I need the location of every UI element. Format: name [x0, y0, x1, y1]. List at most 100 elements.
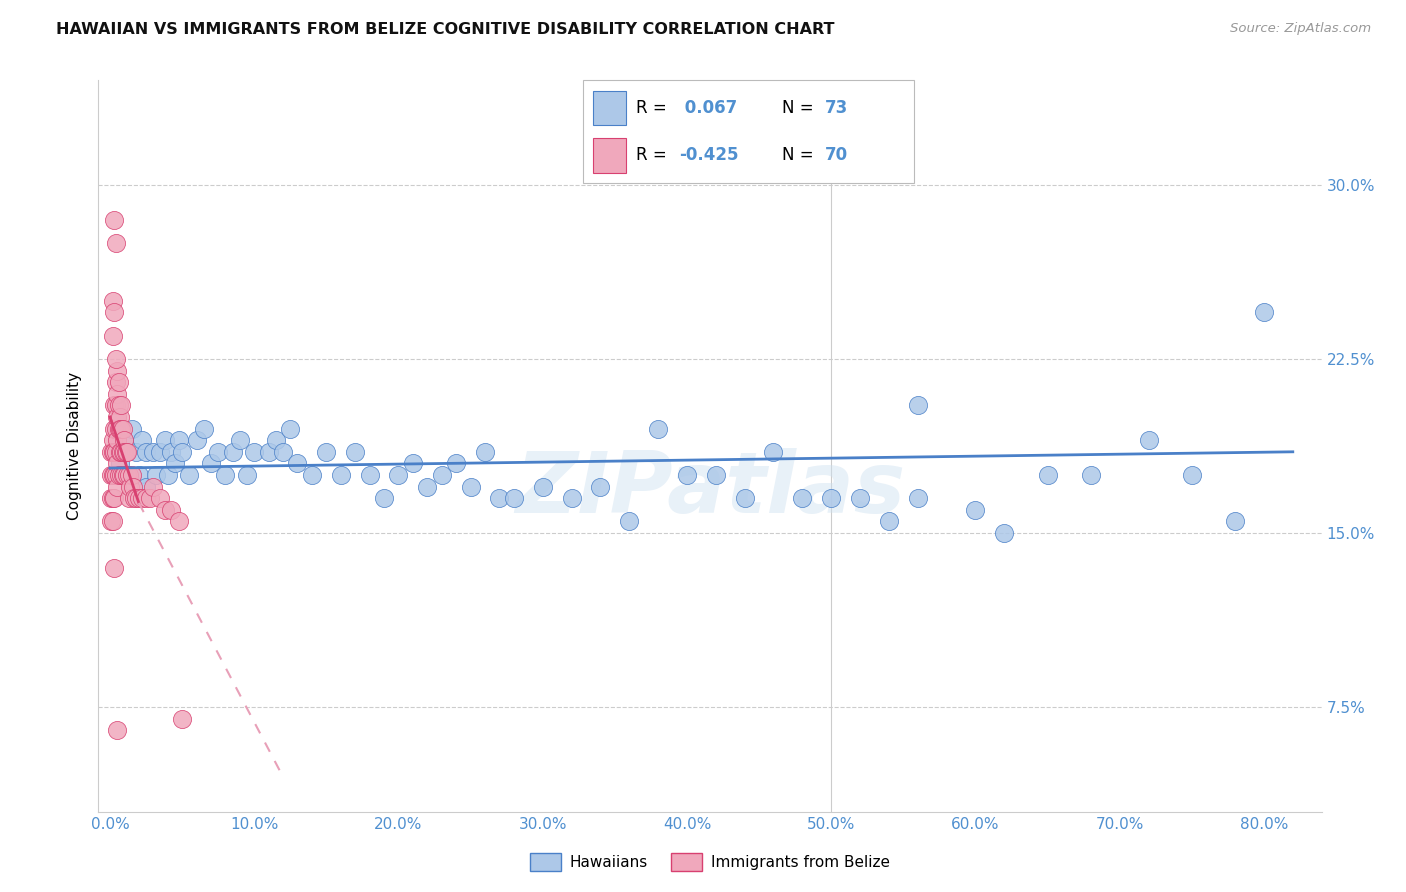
- Text: R =: R =: [637, 99, 672, 117]
- Point: [163, 457, 186, 471]
- Point: [111, 421, 134, 435]
- Point: [172, 445, 194, 459]
- Point: [387, 468, 409, 483]
- Point: [820, 491, 842, 506]
- Point: [117, 468, 139, 483]
- Point: [676, 468, 699, 483]
- Point: [101, 328, 124, 343]
- Point: [1137, 433, 1160, 447]
- Point: [373, 491, 395, 506]
- Point: [105, 386, 128, 401]
- Point: [257, 445, 280, 459]
- Point: [131, 491, 153, 506]
- Point: [792, 491, 814, 506]
- Point: [104, 445, 127, 459]
- Text: 70: 70: [825, 146, 848, 164]
- Point: [965, 503, 987, 517]
- Point: [124, 491, 146, 506]
- Point: [619, 515, 641, 529]
- Point: [561, 491, 583, 506]
- Point: [104, 421, 127, 435]
- Point: [531, 480, 554, 494]
- Point: [103, 212, 125, 227]
- Point: [502, 491, 524, 506]
- Point: [105, 421, 128, 435]
- Point: [907, 398, 929, 412]
- Point: [103, 468, 125, 483]
- Point: [135, 480, 157, 494]
- Point: [104, 375, 127, 389]
- Point: [200, 457, 222, 471]
- Point: [1181, 468, 1204, 483]
- Point: [153, 503, 176, 517]
- Text: ZIPatlas: ZIPatlas: [515, 449, 905, 532]
- Point: [236, 468, 259, 483]
- Point: [108, 409, 131, 424]
- Point: [104, 398, 127, 412]
- Point: [110, 445, 132, 459]
- Point: [100, 491, 122, 506]
- Point: [112, 468, 135, 483]
- Point: [179, 468, 201, 483]
- Point: [103, 445, 125, 459]
- FancyBboxPatch shape: [593, 91, 627, 126]
- Point: [430, 468, 453, 483]
- Point: [172, 712, 194, 726]
- Point: [125, 445, 148, 459]
- Point: [647, 421, 669, 435]
- Point: [315, 445, 337, 459]
- Point: [104, 235, 127, 250]
- Point: [1080, 468, 1102, 483]
- Point: [121, 468, 143, 483]
- Text: HAWAIIAN VS IMMIGRANTS FROM BELIZE COGNITIVE DISABILITY CORRELATION CHART: HAWAIIAN VS IMMIGRANTS FROM BELIZE COGNI…: [56, 22, 835, 37]
- Point: [153, 433, 176, 447]
- Point: [103, 421, 125, 435]
- Point: [128, 491, 150, 506]
- Point: [105, 480, 128, 494]
- Point: [589, 480, 612, 494]
- Point: [112, 445, 135, 459]
- Point: [229, 433, 252, 447]
- Point: [139, 491, 162, 506]
- Point: [100, 468, 122, 483]
- Point: [149, 445, 172, 459]
- Point: [104, 351, 127, 366]
- Text: 0.067: 0.067: [679, 99, 738, 117]
- Point: [416, 480, 439, 494]
- Point: [488, 491, 510, 506]
- Point: [103, 445, 125, 459]
- Point: [101, 468, 124, 483]
- Point: [762, 445, 785, 459]
- Point: [117, 445, 139, 459]
- Point: [402, 457, 425, 471]
- Text: N =: N =: [782, 146, 818, 164]
- Point: [156, 468, 179, 483]
- Point: [101, 491, 124, 506]
- Point: [107, 421, 129, 435]
- Point: [105, 433, 128, 447]
- Point: [278, 421, 301, 435]
- Point: [103, 305, 125, 319]
- Point: [101, 433, 124, 447]
- Point: [100, 515, 122, 529]
- Point: [118, 491, 141, 506]
- Point: [221, 445, 243, 459]
- Point: [117, 468, 139, 483]
- FancyBboxPatch shape: [593, 137, 627, 173]
- Point: [108, 457, 131, 471]
- Point: [186, 433, 208, 447]
- Point: [105, 723, 128, 738]
- Point: [142, 480, 165, 494]
- Point: [193, 421, 215, 435]
- Point: [111, 468, 134, 483]
- Point: [125, 491, 148, 506]
- Point: [1036, 468, 1059, 483]
- Point: [107, 398, 129, 412]
- Point: [1223, 515, 1246, 529]
- Point: [101, 445, 124, 459]
- Point: [1253, 305, 1275, 319]
- Text: -0.425: -0.425: [679, 146, 738, 164]
- Point: [108, 421, 131, 435]
- Point: [112, 433, 135, 447]
- Text: R =: R =: [637, 146, 672, 164]
